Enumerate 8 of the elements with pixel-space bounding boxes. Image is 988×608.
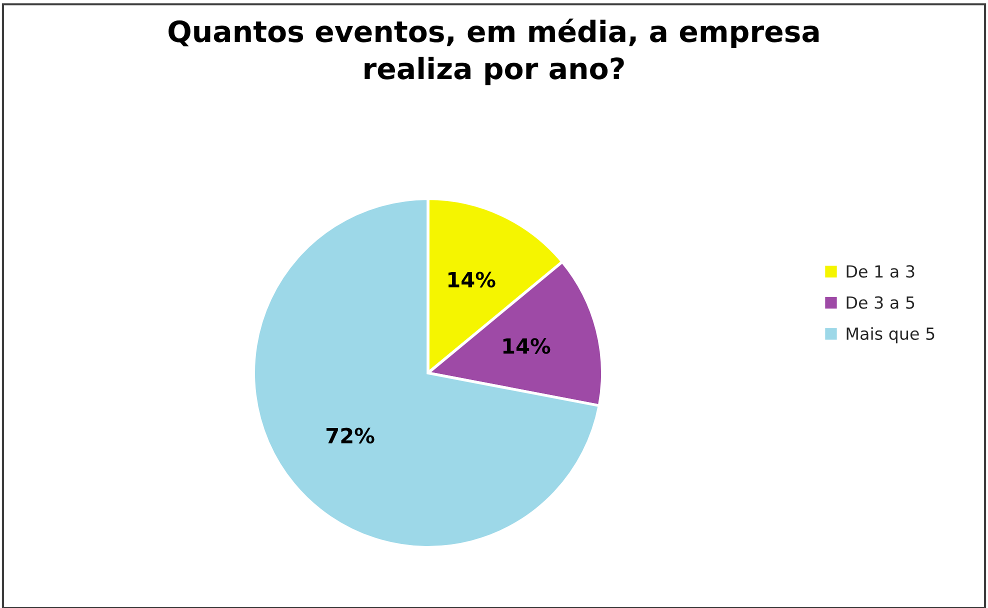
legend-label: De 1 a 3 <box>846 265 914 278</box>
data-label: 72% <box>326 428 374 444</box>
pie-slice <box>252 197 601 549</box>
data-label: 14% <box>503 338 550 354</box>
legend-label: Mais que 5 <box>846 327 934 344</box>
data-label: 14% <box>448 272 496 288</box>
chart-title: Quantos eventos, em média, a empresa realiza por ano? <box>168 18 819 86</box>
legend-label: De 3 a 5 <box>846 296 914 309</box>
